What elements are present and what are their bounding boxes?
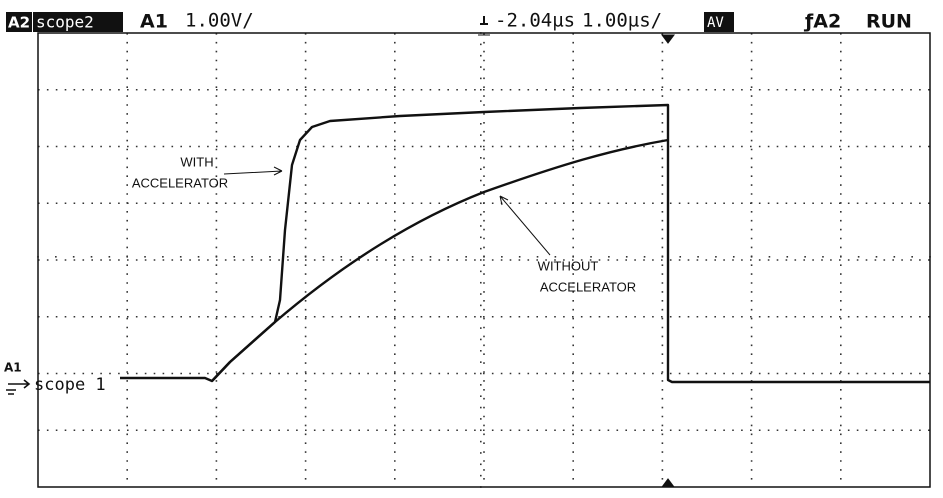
channel: A1	[140, 11, 168, 33]
time-per-div: 1.00µs/	[582, 10, 662, 32]
label: WITH	[180, 154, 213, 169]
mode: AV	[707, 15, 724, 31]
ground-marker	[6, 379, 31, 395]
tag-bg	[6, 12, 32, 32]
label: ACCELERATOR	[540, 279, 636, 294]
arrow	[499, 195, 551, 256]
channel-tag: A2	[8, 14, 30, 32]
label: WITHOUT	[538, 258, 599, 273]
run-status: RUN	[866, 11, 912, 33]
trace-name: scope2	[36, 13, 94, 32]
marker-trace: scope 1	[34, 375, 106, 395]
markers	[478, 34, 675, 488]
graticule	[37, 32, 931, 488]
volts-per-div: 1.00V/	[185, 10, 254, 32]
mode-bg	[704, 12, 734, 32]
trace-with	[120, 103, 930, 384]
trigger-icon	[480, 16, 488, 25]
label: ACCELERATOR	[132, 175, 228, 190]
trigger-source: ƒA2	[803, 11, 841, 33]
trace-without	[211, 138, 669, 382]
delay: -2.04µs	[495, 10, 575, 32]
arrow	[223, 166, 283, 176]
marker-channel: A1	[4, 361, 22, 375]
tag-bg	[33, 12, 123, 32]
